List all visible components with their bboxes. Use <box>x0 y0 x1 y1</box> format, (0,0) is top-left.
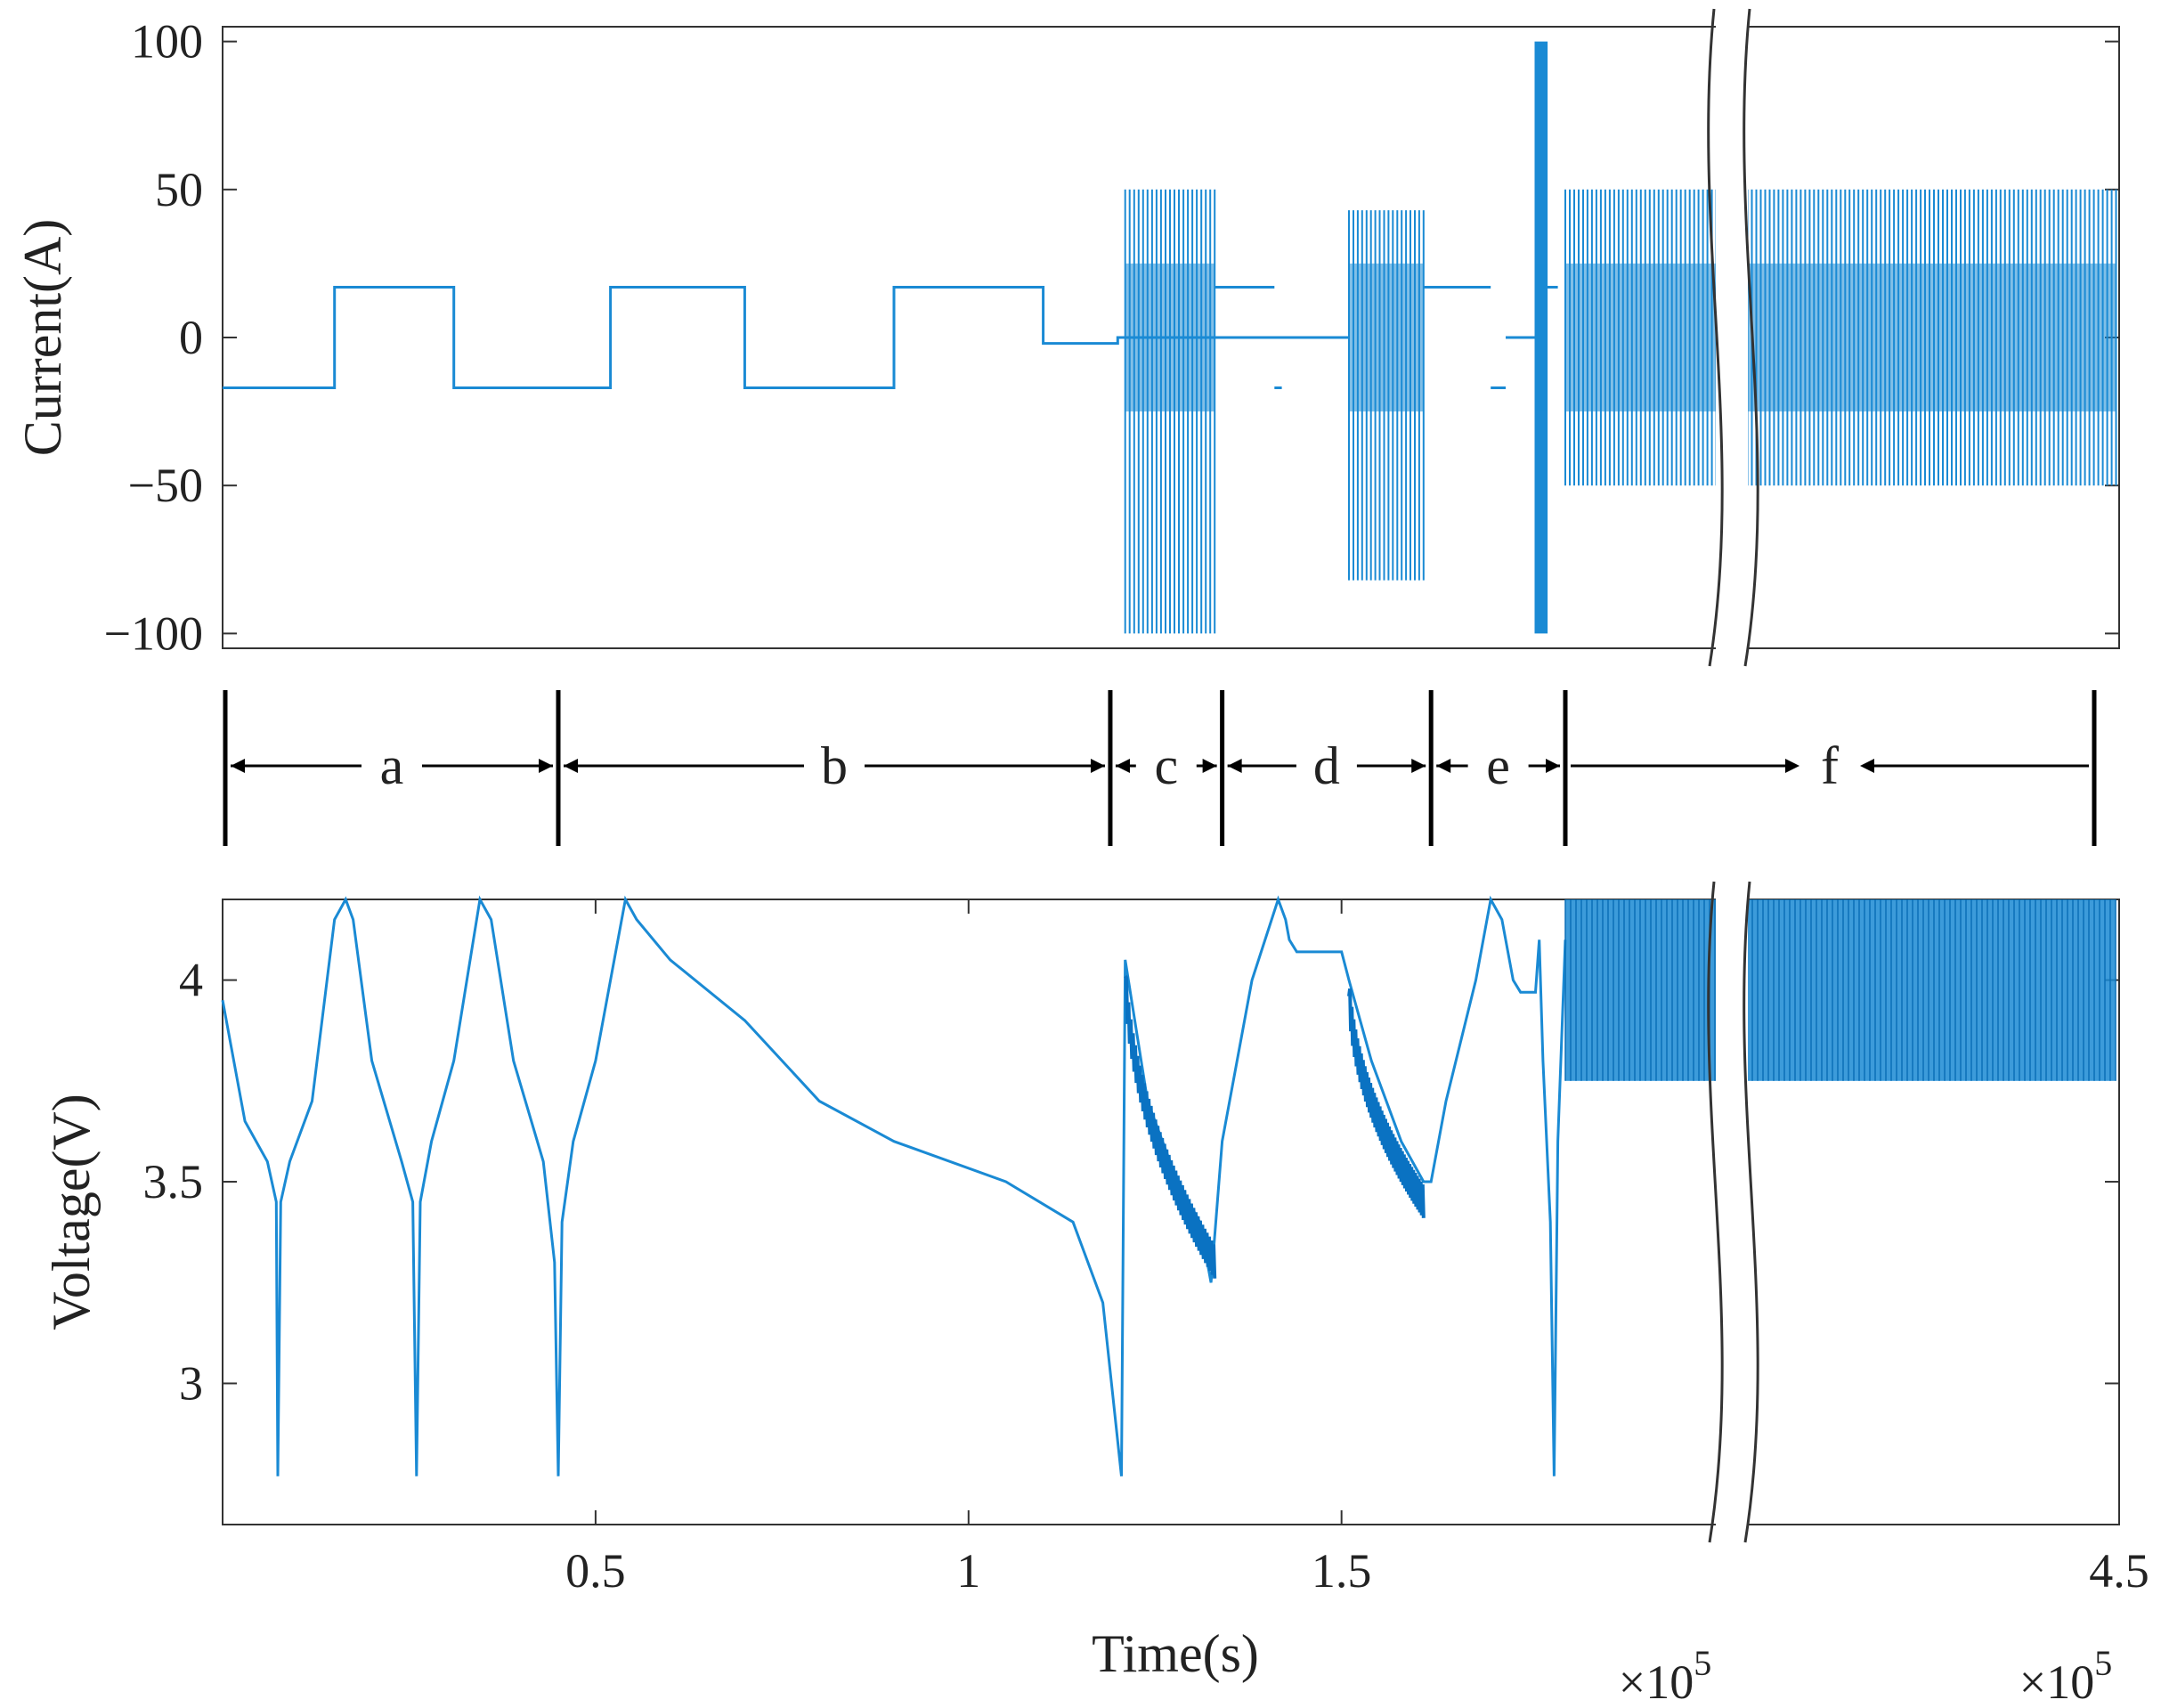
current-pulse-block <box>1124 189 1216 634</box>
current-ytick-label: 100 <box>131 15 203 69</box>
segment-arrowhead <box>1785 759 1799 773</box>
segment-label-bg <box>1297 730 1355 793</box>
segment-label-d: d <box>1313 736 1340 795</box>
voltage-xtick-label: 1 <box>956 1544 980 1598</box>
current-pulse-block <box>1534 41 1548 634</box>
current-trace <box>223 286 1558 389</box>
x-multiplier-base: ×10 <box>1619 1655 1694 1708</box>
segment-d <box>1227 730 1426 793</box>
voltage-ytick-label: 4 <box>179 954 203 1007</box>
segment-arrowhead <box>1202 759 1217 773</box>
current-ylabel: Current(A) <box>13 219 72 457</box>
segment-arrowhead <box>1115 759 1130 773</box>
current-axis-break-right <box>1743 8 1759 667</box>
current-pulse-block <box>1348 210 1425 581</box>
current-pulse-core <box>1565 263 2116 412</box>
current-pulse-lines <box>1124 189 1216 634</box>
voltage-band-fill <box>1565 899 2116 1081</box>
voltage-xlabel: Time(s) <box>1092 1624 1259 1683</box>
segment-arrowhead <box>539 759 553 773</box>
x-multiplier-base: ×10 <box>2019 1655 2094 1708</box>
segment-label-f: f <box>1821 736 1839 795</box>
segment-arrowhead <box>564 759 578 773</box>
x-multiplier: ×105 <box>1619 1643 1711 1708</box>
segment-a <box>231 730 553 793</box>
segment-arrowhead <box>1227 759 1242 773</box>
segment-arrowhead <box>1090 759 1105 773</box>
voltage-noisy-band <box>1124 974 1217 1279</box>
voltage-noisy-band <box>1347 988 1426 1218</box>
current-axis-break-left <box>1707 8 1724 667</box>
segment-c <box>1115 730 1217 793</box>
segment-e <box>1436 730 1560 793</box>
voltage-plot-frame <box>222 899 2120 1525</box>
current-ytick-label: −100 <box>104 606 203 660</box>
current-pulse-core <box>1535 263 1548 412</box>
segment-label-bg <box>805 730 863 793</box>
current-pulse-core <box>1349 263 1424 412</box>
segment-label-bg <box>1137 730 1195 793</box>
segment-label-bg <box>363 730 420 793</box>
segment-label-a: a <box>380 736 404 795</box>
voltage-ytick-label: 3.5 <box>143 1155 204 1208</box>
voltage-ytick-label: 3 <box>179 1356 203 1410</box>
voltage-xtick-label: 1.5 <box>1312 1544 1372 1598</box>
segment-label-bg <box>1469 730 1527 793</box>
segment-arrowhead <box>231 759 245 773</box>
current-pulse-core <box>1125 263 1215 412</box>
segment-arrowhead <box>1411 759 1426 773</box>
voltage-axis-break-right <box>1743 881 1759 1543</box>
segment-b <box>564 730 1105 793</box>
segment-arrowhead <box>1860 759 1874 773</box>
voltage-band-f <box>1564 899 2116 1081</box>
voltage-axis-break-left <box>1707 881 1724 1543</box>
x-multiplier: ×105 <box>2019 1643 2112 1708</box>
voltage-ylabel: Voltage(V) <box>42 1094 101 1330</box>
voltage-xtick-label: 4.5 <box>2089 1544 2149 1598</box>
segment-label-c: c <box>1154 736 1178 795</box>
voltage-xtick-label: 0.5 <box>565 1544 626 1598</box>
segment-label-e: e <box>1486 736 1510 795</box>
segment-label-bg <box>1801 730 1858 793</box>
x-multiplier-exponent: 5 <box>2094 1643 2112 1683</box>
current-ytick-label: 50 <box>155 163 203 216</box>
segment-label-b: b <box>821 736 848 795</box>
current-ytick-label: −50 <box>128 459 203 512</box>
current-ytick-label: 0 <box>179 311 203 364</box>
segment-arrowhead <box>1436 759 1451 773</box>
x-multiplier-exponent: 5 <box>1694 1643 1711 1683</box>
voltage-trace <box>221 895 1567 1476</box>
segment-arrowhead <box>1546 759 1560 773</box>
segment-f <box>1571 730 2089 793</box>
current-pulse-block <box>1564 189 2117 486</box>
